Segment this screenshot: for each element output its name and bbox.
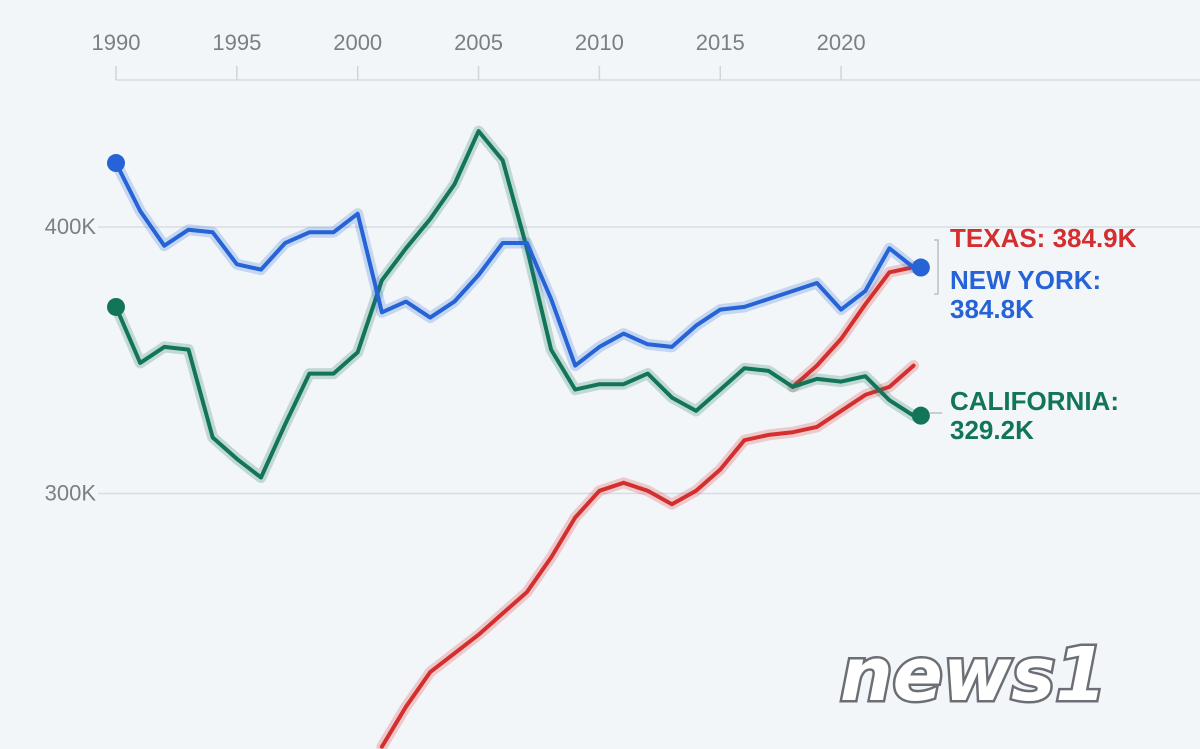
x-tick-label: 1995	[212, 30, 261, 55]
california-start-point	[107, 297, 125, 316]
x-tick-label: 1990	[92, 30, 141, 55]
california-end-label-line: 329.2K	[950, 415, 1034, 445]
label-bracket	[934, 239, 939, 295]
texas-end-label-line: TEXAS: 384.9K	[950, 223, 1137, 253]
new-york-start-point	[107, 154, 125, 173]
new-york-end-label-line: NEW YORK:	[950, 265, 1101, 295]
x-tick-label: 2015	[696, 30, 745, 55]
news1-watermark: news1	[840, 632, 1107, 718]
x-tick-label: 2010	[575, 30, 624, 55]
texas-series-tail-line	[790, 265, 916, 389]
texas-series-glow	[376, 360, 920, 749]
new-york-series-line	[114, 161, 916, 368]
california-series-line	[114, 129, 916, 480]
texas-end-label: TEXAS: 384.9K	[950, 223, 1137, 253]
california-end-label: CALIFORNIA: 329.2K	[950, 386, 1119, 445]
new-york-end-label-line: 384.8K	[950, 294, 1034, 324]
california-end-point	[911, 406, 930, 425]
y-tick-label: 300K	[45, 481, 97, 506]
x-tick-label: 2005	[454, 30, 503, 55]
x-tick-label: 2020	[817, 30, 866, 55]
y-tick-label: 400K	[45, 214, 97, 239]
california-series-glow	[110, 125, 920, 483]
california-end-label-line: CALIFORNIA:	[950, 386, 1119, 416]
new-york-end-label: NEW YORK: 384.8K	[950, 265, 1101, 324]
new-york-end-point	[911, 258, 930, 277]
x-tick-label: 2000	[333, 30, 382, 55]
texas-series-line	[379, 363, 916, 749]
